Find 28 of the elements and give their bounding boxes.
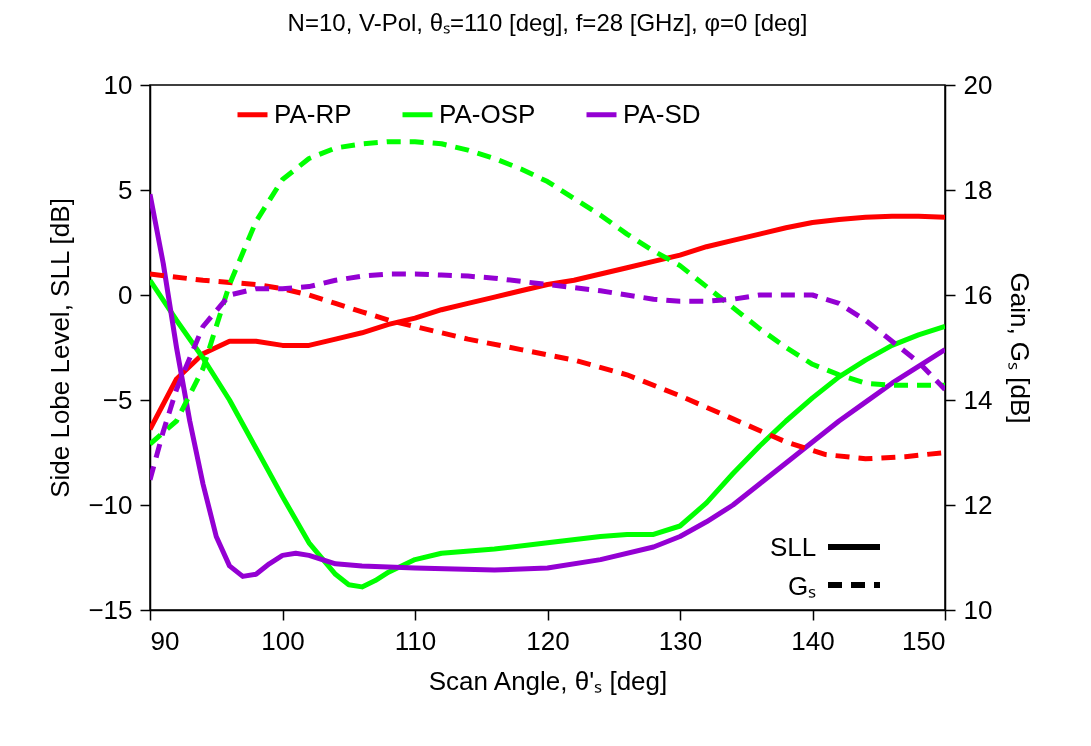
annotation: SLL [770,531,817,563]
x-tick-label: 120 [526,625,570,656]
y-tick-label: −10 [88,489,133,520]
y2-tick-label: 12 [963,489,993,520]
y-axis-title: Side Lobe Level, SLL [dB] [45,198,76,498]
x-tick-label: 140 [791,625,835,656]
legend-label: PA-SD [623,98,701,129]
chart-title: N=10, V-Pol, θₛ=110 [deg], f=28 [GHz], φ=0 [deg] [287,9,808,36]
legend-label: PA-RP [274,98,352,129]
y2-tick-label: 18 [963,174,993,205]
y2-axis-title: Gain, Gₛ [dB] [1005,272,1036,424]
x-tick-label: 150 [902,625,946,656]
y2-tick-label: 14 [963,384,993,415]
y2-tick-label: 20 [963,69,993,100]
y-tick-label: 0 [118,279,133,310]
x-tick-label: 130 [658,625,703,656]
x-tick-label: 90 [150,625,180,656]
annotation: Gₛ [788,570,817,603]
y-tick-label: −5 [102,384,133,415]
x-axis-title: Scan Angle, θ'ₛ [deg] [428,665,668,696]
y2-tick-label: 16 [963,279,993,310]
y-tick-label: 5 [118,174,133,205]
y-tick-label: −15 [88,594,133,625]
y-tick-label: 10 [103,69,133,100]
x-tick-label: 110 [394,625,437,656]
y2-tick-label: 10 [963,594,993,625]
x-tick-label: 100 [261,625,305,656]
legend-label: PA-OSP [439,98,536,129]
